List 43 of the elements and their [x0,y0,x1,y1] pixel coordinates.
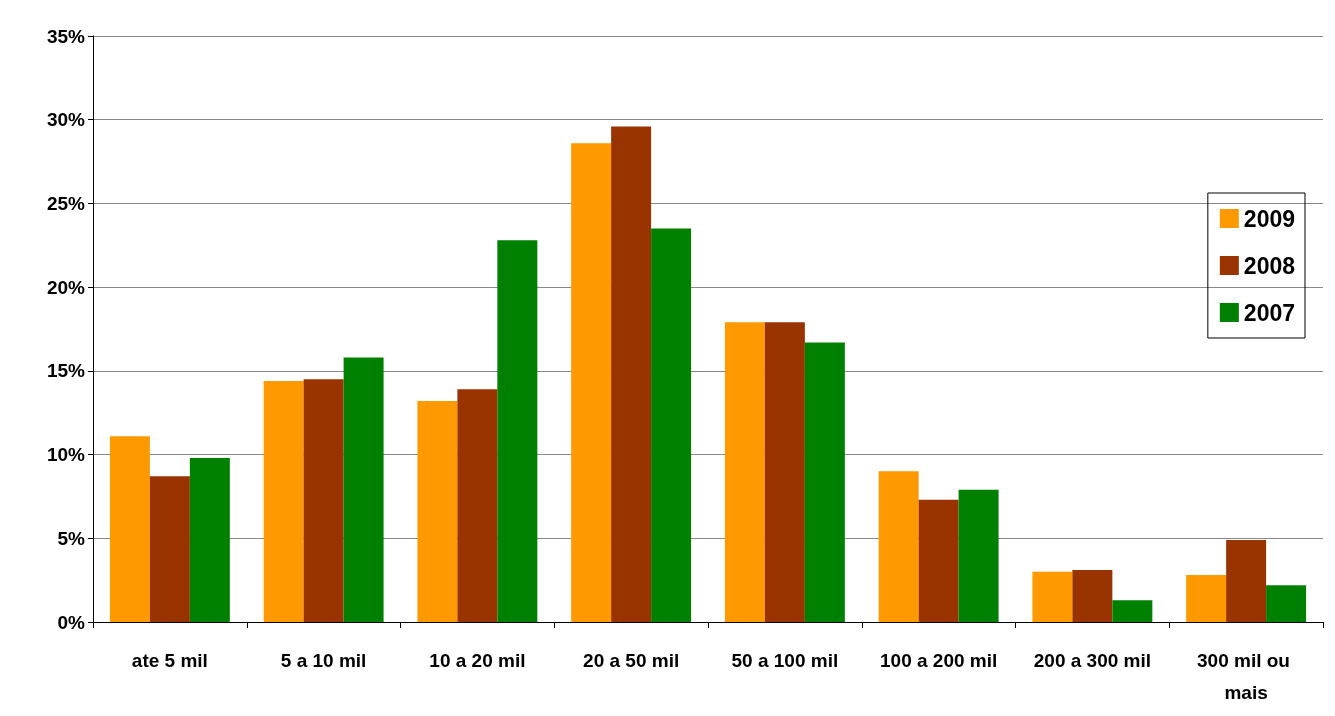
bar [651,228,692,622]
bar [1032,571,1073,622]
bar [457,389,498,622]
bar [497,240,538,622]
bar [1072,570,1113,622]
x-tick-label: 20 a 50 mil [583,649,680,671]
y-tick-label: 25% [46,192,86,214]
bar [149,476,190,622]
legend-label: 2008 [1243,252,1296,279]
y-tick-label: 20% [46,276,86,298]
y-tick-label: 0% [57,611,86,633]
bar [1112,600,1153,622]
bar [918,499,959,622]
bar [189,457,230,622]
y-tick-label: 5% [57,527,86,549]
bar [764,322,805,622]
bar [1266,585,1307,622]
x-tick-label: 200 a 300 mil [1033,649,1152,671]
x-tick-label: 100 a 200 mil [879,649,998,671]
y-tick-label: 15% [46,360,86,382]
legend-label: 2009 [1243,205,1296,232]
y-tick-label: 35% [46,25,86,47]
x-tick-label: 300 mil ou mais [1197,649,1296,703]
bar [878,471,919,622]
legend-label: 2007 [1243,299,1296,326]
bar [571,143,612,622]
bar [1186,575,1227,622]
y-tick-label: 10% [46,444,86,466]
bar [724,322,765,622]
bar [1226,539,1267,622]
bar [958,489,999,622]
x-tick-label: 50 a 100 mil [731,649,839,671]
bar [417,400,458,622]
bar [303,379,344,622]
bar [611,126,652,622]
x-tick-label: ate 5 mil [131,649,208,671]
y-tick-label: 30% [46,109,86,131]
x-tick-label: 5 a 10 mil [280,649,367,671]
bar [804,342,845,622]
bar [343,357,384,622]
bar [109,436,150,622]
x-tick-label: 10 a 20 mil [429,649,526,671]
bar [263,380,304,622]
